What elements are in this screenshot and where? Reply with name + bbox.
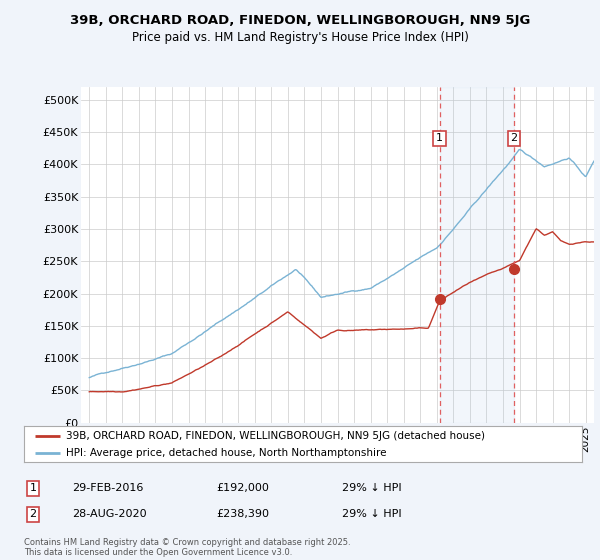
Text: Price paid vs. HM Land Registry's House Price Index (HPI): Price paid vs. HM Land Registry's House … [131,31,469,44]
Text: 29% ↓ HPI: 29% ↓ HPI [342,509,401,519]
Text: 1: 1 [436,133,443,143]
Text: £238,390: £238,390 [216,509,269,519]
Text: 2: 2 [29,509,37,519]
Bar [440,87,514,423]
Text: 1: 1 [29,483,37,493]
Text: 28-AUG-2020: 28-AUG-2020 [72,509,146,519]
Text: 2: 2 [511,133,518,143]
Text: 39B, ORCHARD ROAD, FINEDON, WELLINGBOROUGH, NN9 5JG: 39B, ORCHARD ROAD, FINEDON, WELLINGBOROU… [70,14,530,27]
Text: 29% ↓ HPI: 29% ↓ HPI [342,483,401,493]
Text: 39B, ORCHARD ROAD, FINEDON, WELLINGBOROUGH, NN9 5JG (detached house): 39B, ORCHARD ROAD, FINEDON, WELLINGBOROU… [66,431,485,441]
Text: HPI: Average price, detached house, North Northamptonshire: HPI: Average price, detached house, Nort… [66,448,386,458]
Text: Contains HM Land Registry data © Crown copyright and database right 2025.
This d: Contains HM Land Registry data © Crown c… [24,538,350,557]
Text: £192,000: £192,000 [216,483,269,493]
Text: 29-FEB-2016: 29-FEB-2016 [72,483,143,493]
